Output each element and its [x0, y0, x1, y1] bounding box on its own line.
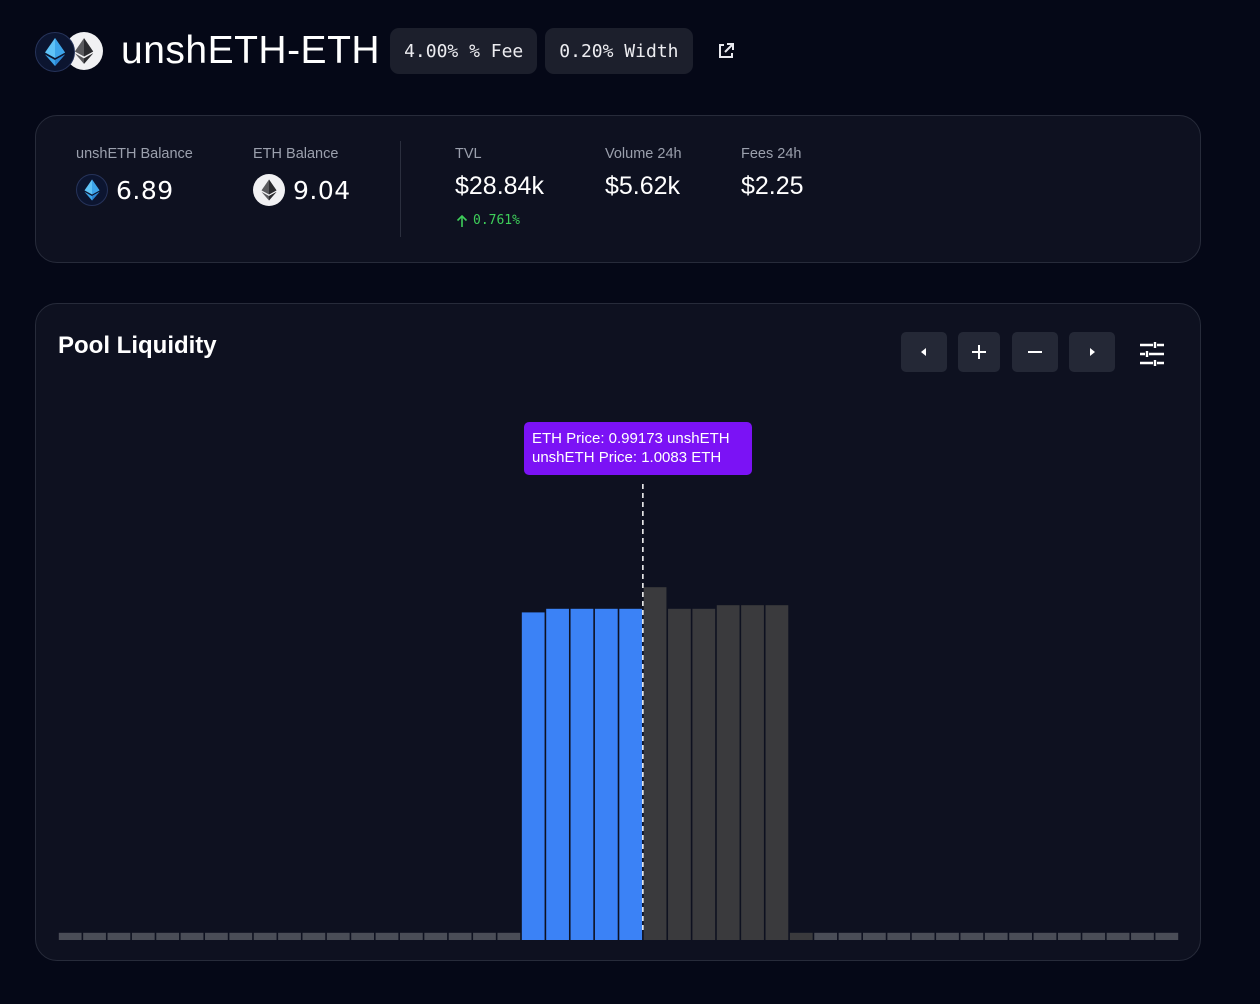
liquidity-bar — [107, 932, 131, 940]
liquidity-bar — [497, 932, 521, 940]
liquidity-bar — [546, 608, 569, 940]
eth-token-icon — [253, 174, 285, 206]
liquidity-bar — [424, 932, 448, 940]
stats-divider — [400, 141, 401, 237]
fees-label: Fees 24h — [741, 146, 802, 162]
token-pair-icons — [33, 30, 107, 72]
liquidity-bar — [131, 932, 155, 940]
liquidity-bar — [1033, 932, 1057, 940]
liquidity-bar — [521, 612, 545, 940]
liquidity-bar — [1057, 932, 1081, 940]
liquidity-bar — [643, 587, 667, 940]
liquidity-bar — [570, 608, 594, 940]
liquidity-bar — [911, 932, 935, 940]
liquidity-bar — [1106, 932, 1130, 940]
liquidity-bar — [814, 932, 838, 940]
liquidity-bar — [1131, 932, 1154, 940]
eth-balance-label: ETH Balance — [253, 146, 339, 162]
eth-balance-value: 9.04 — [293, 175, 351, 205]
liquidity-bar — [765, 605, 789, 940]
liquidity-bar — [716, 605, 740, 940]
unsheth-balance-stat: unshETH Balance 6.89 — [76, 146, 193, 206]
pool-liquidity-title: Pool Liquidity — [58, 332, 217, 359]
pool-liquidity-card: Pool Liquidity ETH Price: 0.99173 unshET… — [35, 303, 1201, 961]
pool-header: unshETH-ETH 4.00% % Fee 0.20% Width — [33, 27, 737, 75]
liquidity-bar — [473, 932, 496, 940]
liquidity-bar — [960, 932, 984, 940]
pool-title: unshETH-ETH — [121, 29, 381, 72]
liquidity-bar — [375, 932, 399, 940]
chart-settings-button[interactable] — [1134, 336, 1170, 372]
liquidity-bar — [838, 932, 862, 940]
tvl-stat: TVL $28.84k 0.761% — [455, 146, 544, 228]
chart-next-button[interactable] — [1069, 332, 1115, 372]
liquidity-bar — [448, 932, 472, 940]
pool-stats-card: unshETH Balance 6.89 ETH Balance — [35, 115, 1201, 263]
volume-label: Volume 24h — [605, 146, 682, 162]
tvl-change-value: 0.761% — [473, 213, 520, 228]
sliders-icon — [1140, 342, 1164, 366]
liquidity-bar — [326, 932, 350, 940]
zoom-out-button[interactable] — [1012, 332, 1058, 372]
unsheth-token-icon — [35, 32, 75, 72]
tvl-change: 0.761% — [455, 213, 544, 228]
minus-icon — [1028, 351, 1042, 353]
liquidity-bar — [984, 932, 1008, 940]
liquidity-bar — [58, 932, 82, 940]
liquidity-bar — [1009, 932, 1032, 940]
width-badge: 0.20% Width — [545, 28, 693, 74]
liquidity-bar — [1155, 932, 1179, 940]
liquidity-bar — [936, 932, 959, 940]
unsheth-balance-value: 6.89 — [116, 175, 174, 205]
liquidity-bar — [180, 932, 204, 940]
liquidity-bar — [205, 932, 228, 940]
plus-icon — [972, 345, 986, 359]
liquidity-chart — [58, 484, 1179, 940]
liquidity-bar — [399, 932, 423, 940]
chart-previous-button[interactable] — [901, 332, 947, 372]
unsheth-price-line: unshETH Price: 1.0083 ETH — [532, 449, 722, 466]
liquidity-bar — [741, 605, 764, 940]
arrow-up-icon — [456, 214, 468, 227]
liquidity-bar — [253, 932, 277, 940]
liquidity-bar — [619, 608, 643, 940]
liquidity-bar — [302, 932, 326, 940]
unsheth-token-icon — [76, 174, 108, 206]
liquidity-bar — [594, 608, 618, 940]
fee-badge: 4.00% % Fee — [390, 28, 538, 74]
liquidity-bar — [863, 932, 886, 940]
unsheth-balance-label: unshETH Balance — [76, 146, 193, 162]
liquidity-bar — [789, 932, 813, 940]
liquidity-bar — [692, 608, 716, 940]
volume-stat: Volume 24h $5.62k — [605, 146, 682, 201]
price-tooltip: ETH Price: 0.99173 unshETH unshETH Price… — [524, 422, 752, 475]
liquidity-bar — [156, 932, 180, 940]
tvl-label: TVL — [455, 146, 482, 162]
eth-price-line: ETH Price: 0.99173 unshETH — [532, 430, 730, 447]
liquidity-bar — [351, 932, 374, 940]
liquidity-bar — [1082, 932, 1106, 940]
liquidity-bar — [229, 932, 253, 940]
external-link-icon[interactable] — [715, 40, 737, 62]
liquidity-bar — [83, 932, 106, 940]
zoom-in-button[interactable] — [958, 332, 1000, 372]
liquidity-bar — [887, 932, 911, 940]
tvl-value: $28.84k — [455, 172, 544, 200]
liquidity-bar — [668, 608, 691, 940]
fees-stat: Fees 24h $2.25 — [741, 146, 804, 201]
caret-right-icon — [1090, 348, 1095, 356]
caret-left-icon — [921, 348, 926, 356]
liquidity-bar — [278, 932, 301, 940]
fees-value: $2.25 — [741, 172, 804, 200]
eth-balance-stat: ETH Balance 9.04 — [253, 146, 351, 206]
volume-value: $5.62k — [605, 172, 681, 200]
